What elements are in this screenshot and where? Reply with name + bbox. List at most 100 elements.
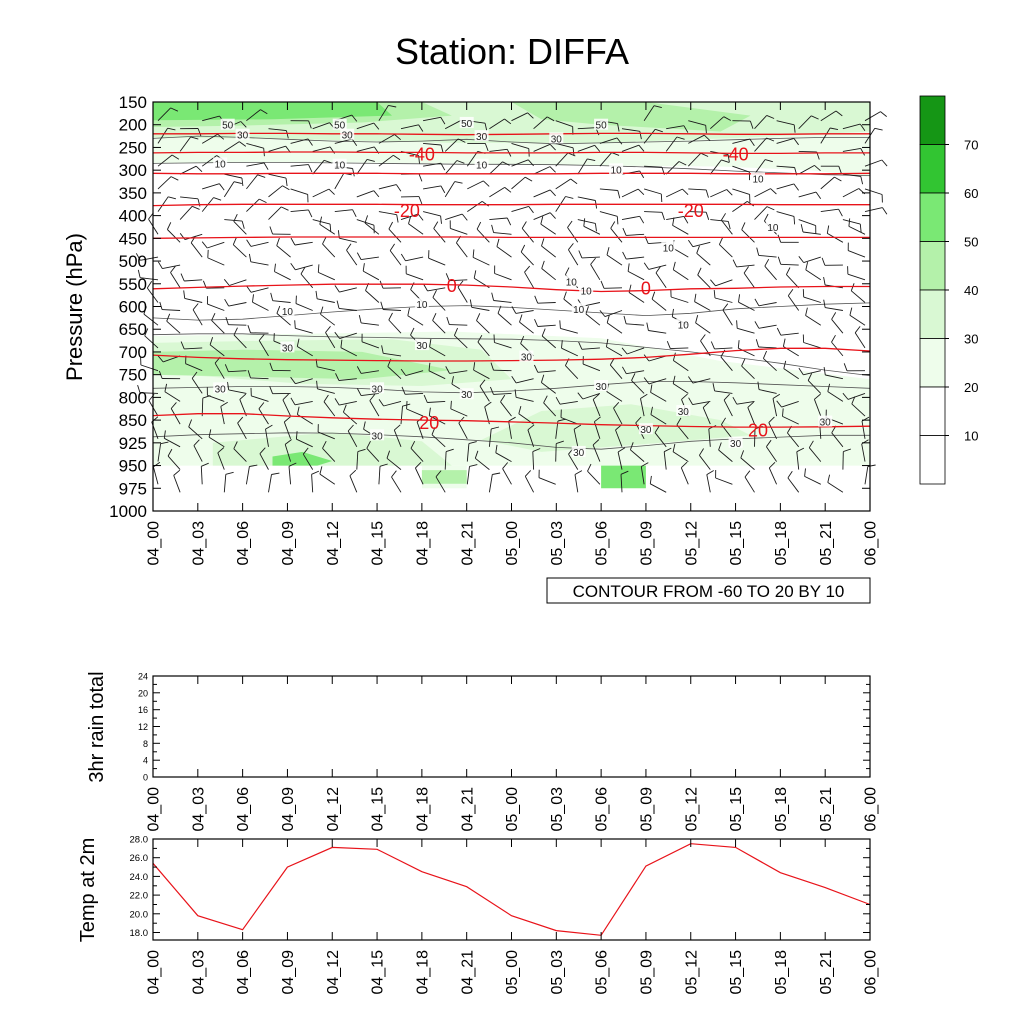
colorbar-label: 20 xyxy=(964,380,978,395)
wind-barb-flag xyxy=(700,334,706,342)
time-tick-label: 05_15 xyxy=(728,787,745,832)
wind-barb-flag xyxy=(785,267,791,275)
wind-barb-shaft xyxy=(180,196,199,200)
wind-barb-flag xyxy=(440,144,444,153)
wind-barb-shaft xyxy=(214,362,225,379)
wind-barb-shaft xyxy=(702,407,711,425)
humidity-label-bg xyxy=(728,436,743,448)
y-tick-label: 28.0 xyxy=(130,835,149,846)
wind-barb-flag xyxy=(388,312,393,321)
wind-barb-shaft xyxy=(555,178,571,190)
colorbar-band xyxy=(919,192,946,242)
wind-barb-shaft xyxy=(692,400,711,406)
wind-barb-flag xyxy=(650,406,653,415)
wind-barb-flag xyxy=(766,114,775,119)
wind-barb-flag xyxy=(532,448,541,453)
pressure-tick-label: 700 xyxy=(119,343,147,362)
y-tick-label: 26.0 xyxy=(130,853,149,864)
wind-barb-shaft xyxy=(223,181,235,198)
wind-barb-shaft xyxy=(643,105,655,121)
wind-barb-shaft xyxy=(144,335,159,349)
wind-barb-flag xyxy=(528,206,534,214)
wind-barb-shaft xyxy=(813,399,822,417)
wind-barb-shaft xyxy=(432,297,446,311)
wind-barb-flag xyxy=(282,185,290,191)
wind-barb-flag xyxy=(492,472,501,475)
humidity-label-bg xyxy=(474,158,489,170)
wind-barb-shaft xyxy=(781,400,799,408)
wind-barb-shaft xyxy=(166,320,181,334)
wind-barb-shaft xyxy=(609,364,623,379)
humidity-label-bg xyxy=(519,350,534,362)
humidity-region xyxy=(153,349,452,380)
wind-barb-shaft xyxy=(615,429,623,447)
colorbar-label: 50 xyxy=(964,235,978,250)
wind-barb-shaft xyxy=(245,466,250,485)
wind-barb-shaft xyxy=(508,421,512,439)
wind-barb-shaft xyxy=(276,313,291,326)
wind-barb-shaft xyxy=(295,327,313,334)
wind-barb-shaft xyxy=(488,474,493,493)
pressure-tick-label: 400 xyxy=(119,207,147,226)
wind-barb-shaft xyxy=(630,449,645,462)
wind-barb-flag xyxy=(611,152,620,156)
wind-barb-flag xyxy=(637,188,645,196)
humidity-contour-label: 30 xyxy=(573,448,585,459)
wind-barb-flag xyxy=(170,265,176,273)
wind-barb-flag xyxy=(433,221,439,229)
wind-barb-flag xyxy=(389,243,395,251)
wind-barb-flag xyxy=(722,303,729,311)
wind-barb-flag xyxy=(521,221,527,229)
wind-barb-flag xyxy=(247,325,251,333)
wind-barb-flag xyxy=(400,253,406,262)
wind-barb-flag xyxy=(600,280,605,289)
wind-barb-shaft xyxy=(502,468,512,485)
time-tick-label: 04_03 xyxy=(190,787,207,832)
humidity-contour-label: 30 xyxy=(372,384,384,395)
humidity-contour-label: 10 xyxy=(663,243,675,254)
wind-barb-flag xyxy=(445,273,450,281)
wind-barb-shaft xyxy=(347,430,358,448)
wind-barb-flag xyxy=(568,243,574,250)
wind-barb-shaft xyxy=(268,474,272,493)
wind-barb-flag xyxy=(827,383,831,392)
wind-barb-flag xyxy=(643,377,650,385)
wind-barb-flag xyxy=(363,421,366,430)
wind-barb-flag xyxy=(843,363,848,371)
wind-barb-flag xyxy=(688,239,694,247)
wind-barb-flag xyxy=(815,191,822,199)
section-time-axis: 04_00 04_03 04_06 04_09 04_12 04_15 04_18 04_21… xyxy=(146,102,880,566)
wind-barb-flag xyxy=(163,430,166,439)
wind-barb-shaft xyxy=(489,148,508,152)
wind-barb-flag xyxy=(587,463,592,472)
wind-barb-shaft xyxy=(842,173,861,177)
wind-barb-flag xyxy=(646,322,649,331)
colorbar-band xyxy=(919,338,946,388)
wind-barb-flag xyxy=(239,393,247,400)
isotherm-line xyxy=(152,413,871,428)
wind-barb-flag xyxy=(854,326,861,334)
wind-barb-flag xyxy=(549,189,556,197)
wind-barb-flag xyxy=(631,373,636,381)
wind-barb-flag xyxy=(762,350,768,359)
humidity-label-bg xyxy=(213,157,228,169)
wind-barb-flag xyxy=(621,347,628,355)
wind-barb-flag xyxy=(718,442,722,451)
wind-barb-flag xyxy=(649,475,652,484)
y-tick-label: 18.0 xyxy=(130,928,149,939)
wind-barb-shaft xyxy=(803,296,821,303)
wind-barb-flag xyxy=(484,401,492,408)
wind-barb-shaft xyxy=(754,206,768,220)
wind-barb-flag xyxy=(349,469,357,477)
wind-barb-flag xyxy=(428,362,431,371)
humidity-contour-layer xyxy=(152,135,871,450)
humidity-contour-label: 30 xyxy=(551,134,563,145)
humidity-label-bg xyxy=(332,118,347,130)
pressure-tick-label: 500 xyxy=(119,252,147,271)
wind-barb-flag xyxy=(166,222,172,230)
wind-barb-flag xyxy=(617,123,620,132)
wind-barb-flag xyxy=(197,128,202,137)
wind-barb-flag xyxy=(585,306,589,315)
wind-barb-shaft xyxy=(606,346,623,357)
